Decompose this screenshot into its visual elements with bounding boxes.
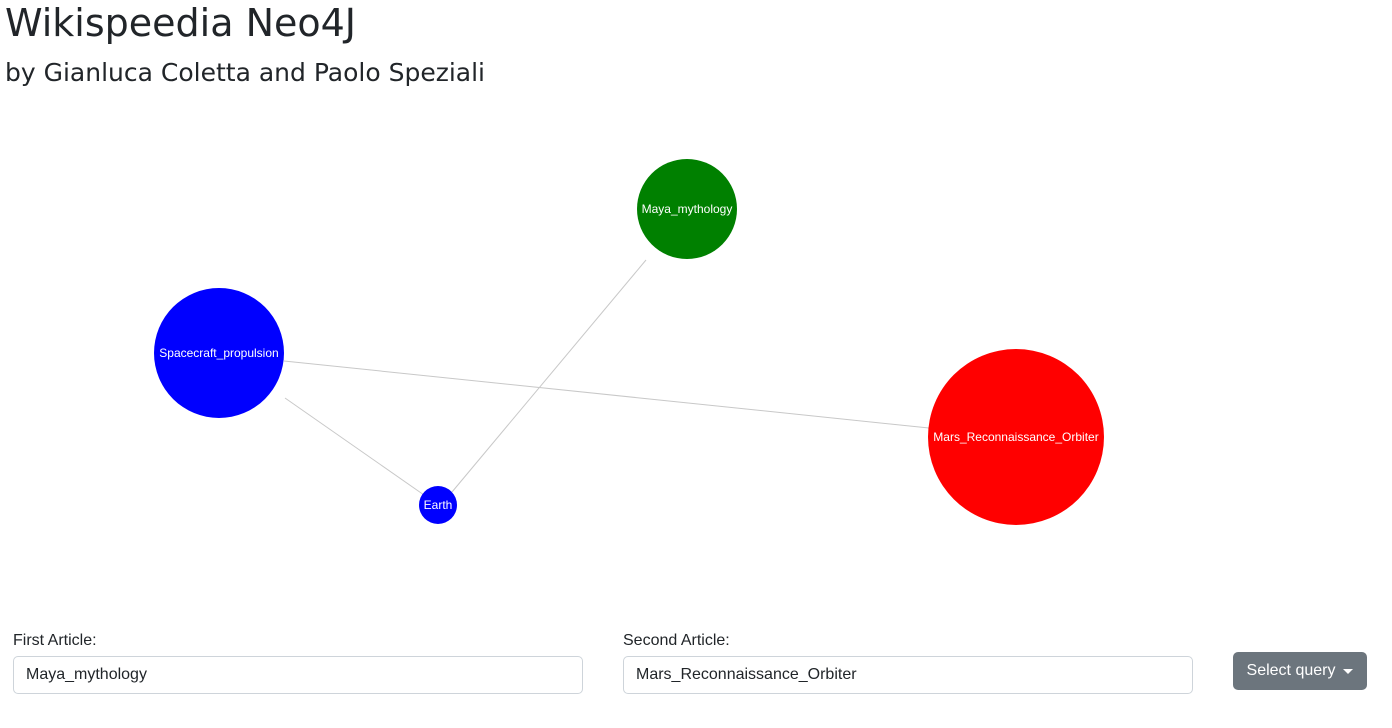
node-spacecraft[interactable]: Spacecraft_propulsion <box>154 288 284 418</box>
second-article-label: Second Article: <box>623 632 730 649</box>
node-maya[interactable]: Maya_mythology <box>637 159 737 259</box>
first-article-label: First Article: <box>13 632 97 649</box>
node-mars-circle[interactable] <box>928 349 1104 525</box>
first-article-group: First Article: <box>13 631 583 694</box>
graph-edges <box>283 259 930 496</box>
node-spacecraft-label: Spacecraft_propulsion <box>159 346 278 360</box>
page-subtitle: by Gianluca Coletta and Paolo Speziali <box>5 58 485 87</box>
node-earth[interactable]: Earth <box>419 486 457 524</box>
caret-down-icon <box>1343 668 1354 674</box>
edge-maya-earth <box>451 259 647 493</box>
graph-svg[interactable]: Maya_mythology Spacecraft_propulsion Ear… <box>0 100 1392 620</box>
node-mars[interactable]: Mars_Reconnaissance_Orbiter <box>928 349 1104 525</box>
second-article-group: Second Article: <box>623 631 1193 694</box>
node-spacecraft-circle[interactable] <box>154 288 284 418</box>
node-maya-label: Maya_mythology <box>642 202 733 216</box>
node-earth-circle[interactable] <box>419 486 457 524</box>
second-article-input[interactable] <box>623 656 1193 694</box>
graph-canvas[interactable]: Maya_mythology Spacecraft_propulsion Ear… <box>0 100 1392 620</box>
select-query-label: Select query <box>1246 662 1336 679</box>
node-maya-circle[interactable] <box>637 159 737 259</box>
edge-spacecraft-earth <box>284 397 425 496</box>
first-article-input[interactable] <box>13 656 583 694</box>
page-title: Wikispeedia Neo4J <box>5 1 357 45</box>
edge-spacecraft-mars <box>283 360 930 429</box>
node-mars-label: Mars_Reconnaissance_Orbiter <box>933 430 1098 444</box>
node-earth-label: Earth <box>424 498 453 512</box>
graph-nodes: Maya_mythology Spacecraft_propulsion Ear… <box>154 159 1104 525</box>
select-query-button[interactable]: Select query <box>1233 652 1367 690</box>
